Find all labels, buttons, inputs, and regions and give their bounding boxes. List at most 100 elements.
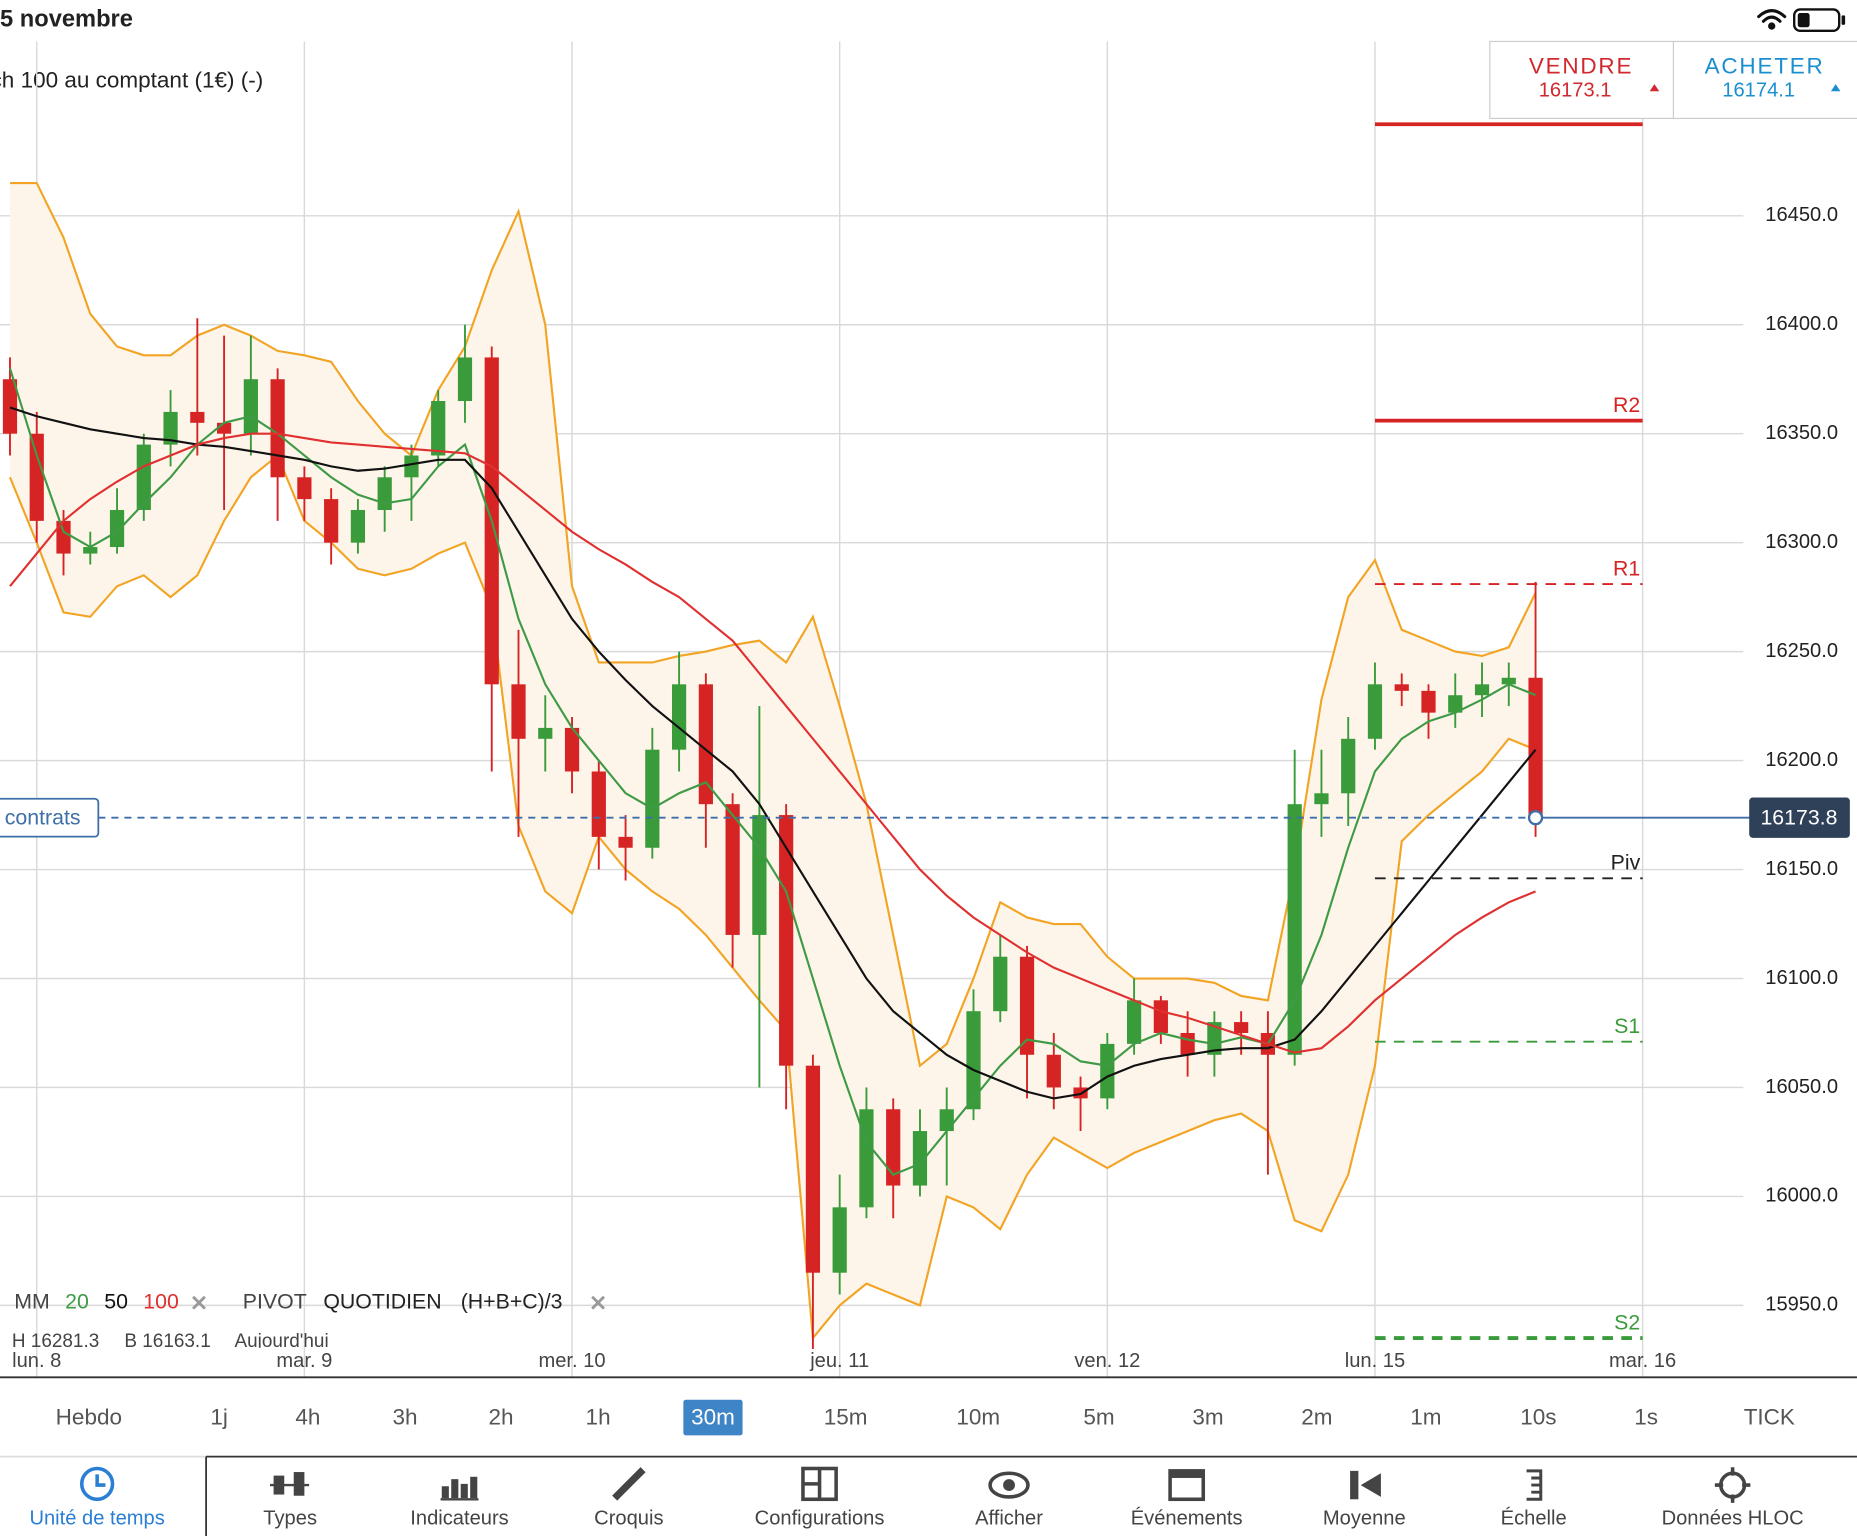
- toolbar-label: Indicateurs: [410, 1508, 508, 1530]
- pivot-label: R2: [1613, 393, 1640, 417]
- timeframe-button[interactable]: 1j: [210, 1405, 228, 1430]
- icon: [1526, 1469, 1543, 1501]
- candle-body: [2, 379, 18, 434]
- buy-label: ACHETER: [1705, 53, 1825, 78]
- toolbar-item[interactable]: Afficher: [975, 1471, 1043, 1530]
- buy-button[interactable]: ACHETER 16174.1: [1705, 53, 1841, 102]
- timeframe-button[interactable]: 1s: [1634, 1405, 1658, 1430]
- timeframe-button[interactable]: 30m: [683, 1399, 743, 1436]
- timeframe-label: 2m: [1301, 1405, 1332, 1430]
- icon: [1360, 1473, 1381, 1497]
- candle-body: [1501, 677, 1516, 685]
- candle-body: [886, 1109, 901, 1186]
- candle-body: [832, 1207, 847, 1273]
- timeframe-label: 3m: [1192, 1405, 1223, 1430]
- ma-label: MM: [14, 1289, 49, 1313]
- icon: [460, 1483, 468, 1499]
- ma-period: 20: [65, 1289, 89, 1313]
- timeframe-button[interactable]: 1h: [586, 1405, 611, 1430]
- ma-period: 50: [104, 1289, 128, 1313]
- remove-ma[interactable]: [192, 1295, 206, 1310]
- timeframe-button[interactable]: 4h: [295, 1405, 320, 1430]
- pivot-label: S1: [1614, 1014, 1640, 1038]
- timeframe-button[interactable]: 10s: [1520, 1405, 1556, 1430]
- candle-body: [1207, 1022, 1222, 1055]
- timeframe-label: 4h: [295, 1405, 320, 1430]
- toolbar-item[interactable]: Unité de temps: [29, 1466, 165, 1530]
- y-tick-label: 16200.0: [1765, 749, 1838, 771]
- current-price-dot: [1527, 809, 1544, 826]
- timeframe-label: 5m: [1083, 1405, 1114, 1430]
- candle-body: [1528, 677, 1543, 818]
- icon: [802, 1468, 822, 1500]
- y-tick-label: 16400.0: [1765, 313, 1838, 335]
- sell-button[interactable]: VENDRE 16173.1: [1529, 53, 1660, 102]
- timeframe-label: 10s: [1520, 1405, 1556, 1430]
- toolbar-label: Échelle: [1501, 1507, 1567, 1530]
- toolbar-item[interactable]: Indicateurs: [410, 1476, 509, 1530]
- candle-body: [404, 455, 419, 478]
- candle-body: [216, 422, 232, 434]
- pivot-label: R1: [1613, 556, 1640, 580]
- y-tick-label: 16100.0: [1765, 967, 1838, 989]
- toolbar-item[interactable]: Moyenne: [1323, 1470, 1406, 1530]
- timeframe-label: 2h: [488, 1405, 513, 1430]
- toolbar-item[interactable]: Données HLOC: [1662, 1467, 1804, 1530]
- toolbar-item[interactable]: Échelle: [1501, 1469, 1567, 1530]
- toolbar-item[interactable]: Événements: [1131, 1469, 1243, 1530]
- sell-price: 16173.1: [1539, 80, 1612, 102]
- candle-body: [564, 727, 580, 772]
- candle-body: [1046, 1054, 1061, 1088]
- candle-body: [136, 444, 151, 510]
- candle-body: [297, 477, 312, 500]
- candle-body: [1100, 1043, 1115, 1099]
- timeframe-button[interactable]: 15m: [824, 1405, 868, 1430]
- toolbar-label: Configurations: [755, 1508, 885, 1530]
- candle-body: [752, 815, 767, 935]
- timeframe-label: 1s: [1634, 1405, 1658, 1430]
- quote-box: VENDRE 16173.1 ACHETER 16174.1: [1489, 40, 1857, 120]
- timeframe-button[interactable]: 2m: [1301, 1405, 1332, 1430]
- wifi-icon: [1757, 9, 1787, 30]
- candle-body: [350, 509, 366, 543]
- candle-body: [1314, 793, 1329, 805]
- toolbar: Unité de temps Types Indicateurs Croquis Con…: [29, 1466, 1804, 1530]
- candle-body: [163, 411, 178, 445]
- candle-body: [1234, 1022, 1249, 1033]
- bollinger-upper: [9, 182, 1537, 1068]
- toolbar-item[interactable]: Croquis: [594, 1467, 664, 1530]
- timeframe-label: TICK: [1744, 1405, 1795, 1430]
- instrument-title: ch 100 au comptant (1€) (-): [0, 68, 263, 93]
- info-row: H 16281.3 B 16163.1 Aujourd'hui: [12, 1331, 329, 1352]
- candle-body: [993, 956, 1008, 1012]
- remove-pivot[interactable]: [591, 1295, 606, 1310]
- current-price-label: 16173.8: [1760, 805, 1837, 829]
- timeframe-button[interactable]: 3m: [1192, 1405, 1223, 1430]
- timeframe-button[interactable]: 10m: [956, 1405, 1000, 1430]
- timeframe-button[interactable]: 5m: [1083, 1405, 1114, 1430]
- timeframe-label: 15m: [824, 1405, 868, 1430]
- timeframe-button[interactable]: 2h: [488, 1405, 513, 1430]
- x-tick-label: lun. 15: [1345, 1350, 1405, 1372]
- candle-body: [431, 401, 446, 456]
- timeframe-button[interactable]: 1m: [1410, 1405, 1441, 1430]
- timeframe-button[interactable]: 3h: [393, 1405, 418, 1430]
- toolbar-item[interactable]: Types: [263, 1472, 317, 1530]
- timeframe-button[interactable]: Hebdo: [56, 1405, 122, 1430]
- candle-body: [109, 509, 125, 548]
- position-tag[interactable]: [0, 797, 100, 838]
- info-day: Aujourd'hui: [235, 1331, 329, 1352]
- candle-body: [457, 357, 473, 402]
- candle-body: [83, 547, 98, 554]
- candle-body: [190, 411, 205, 423]
- x-tick-label: ven. 12: [1074, 1350, 1140, 1372]
- x-tick-label: mar. 9: [276, 1350, 332, 1372]
- plot-area: [2, 182, 1543, 1349]
- candle-body: [939, 1109, 954, 1132]
- toolbar-item[interactable]: Configurations: [755, 1466, 885, 1530]
- candle-body: [591, 771, 606, 837]
- icon: [1350, 1470, 1359, 1500]
- timeframe-button[interactable]: TICK: [1744, 1405, 1795, 1430]
- moving-average: [9, 432, 1536, 1054]
- candle-body: [618, 836, 633, 848]
